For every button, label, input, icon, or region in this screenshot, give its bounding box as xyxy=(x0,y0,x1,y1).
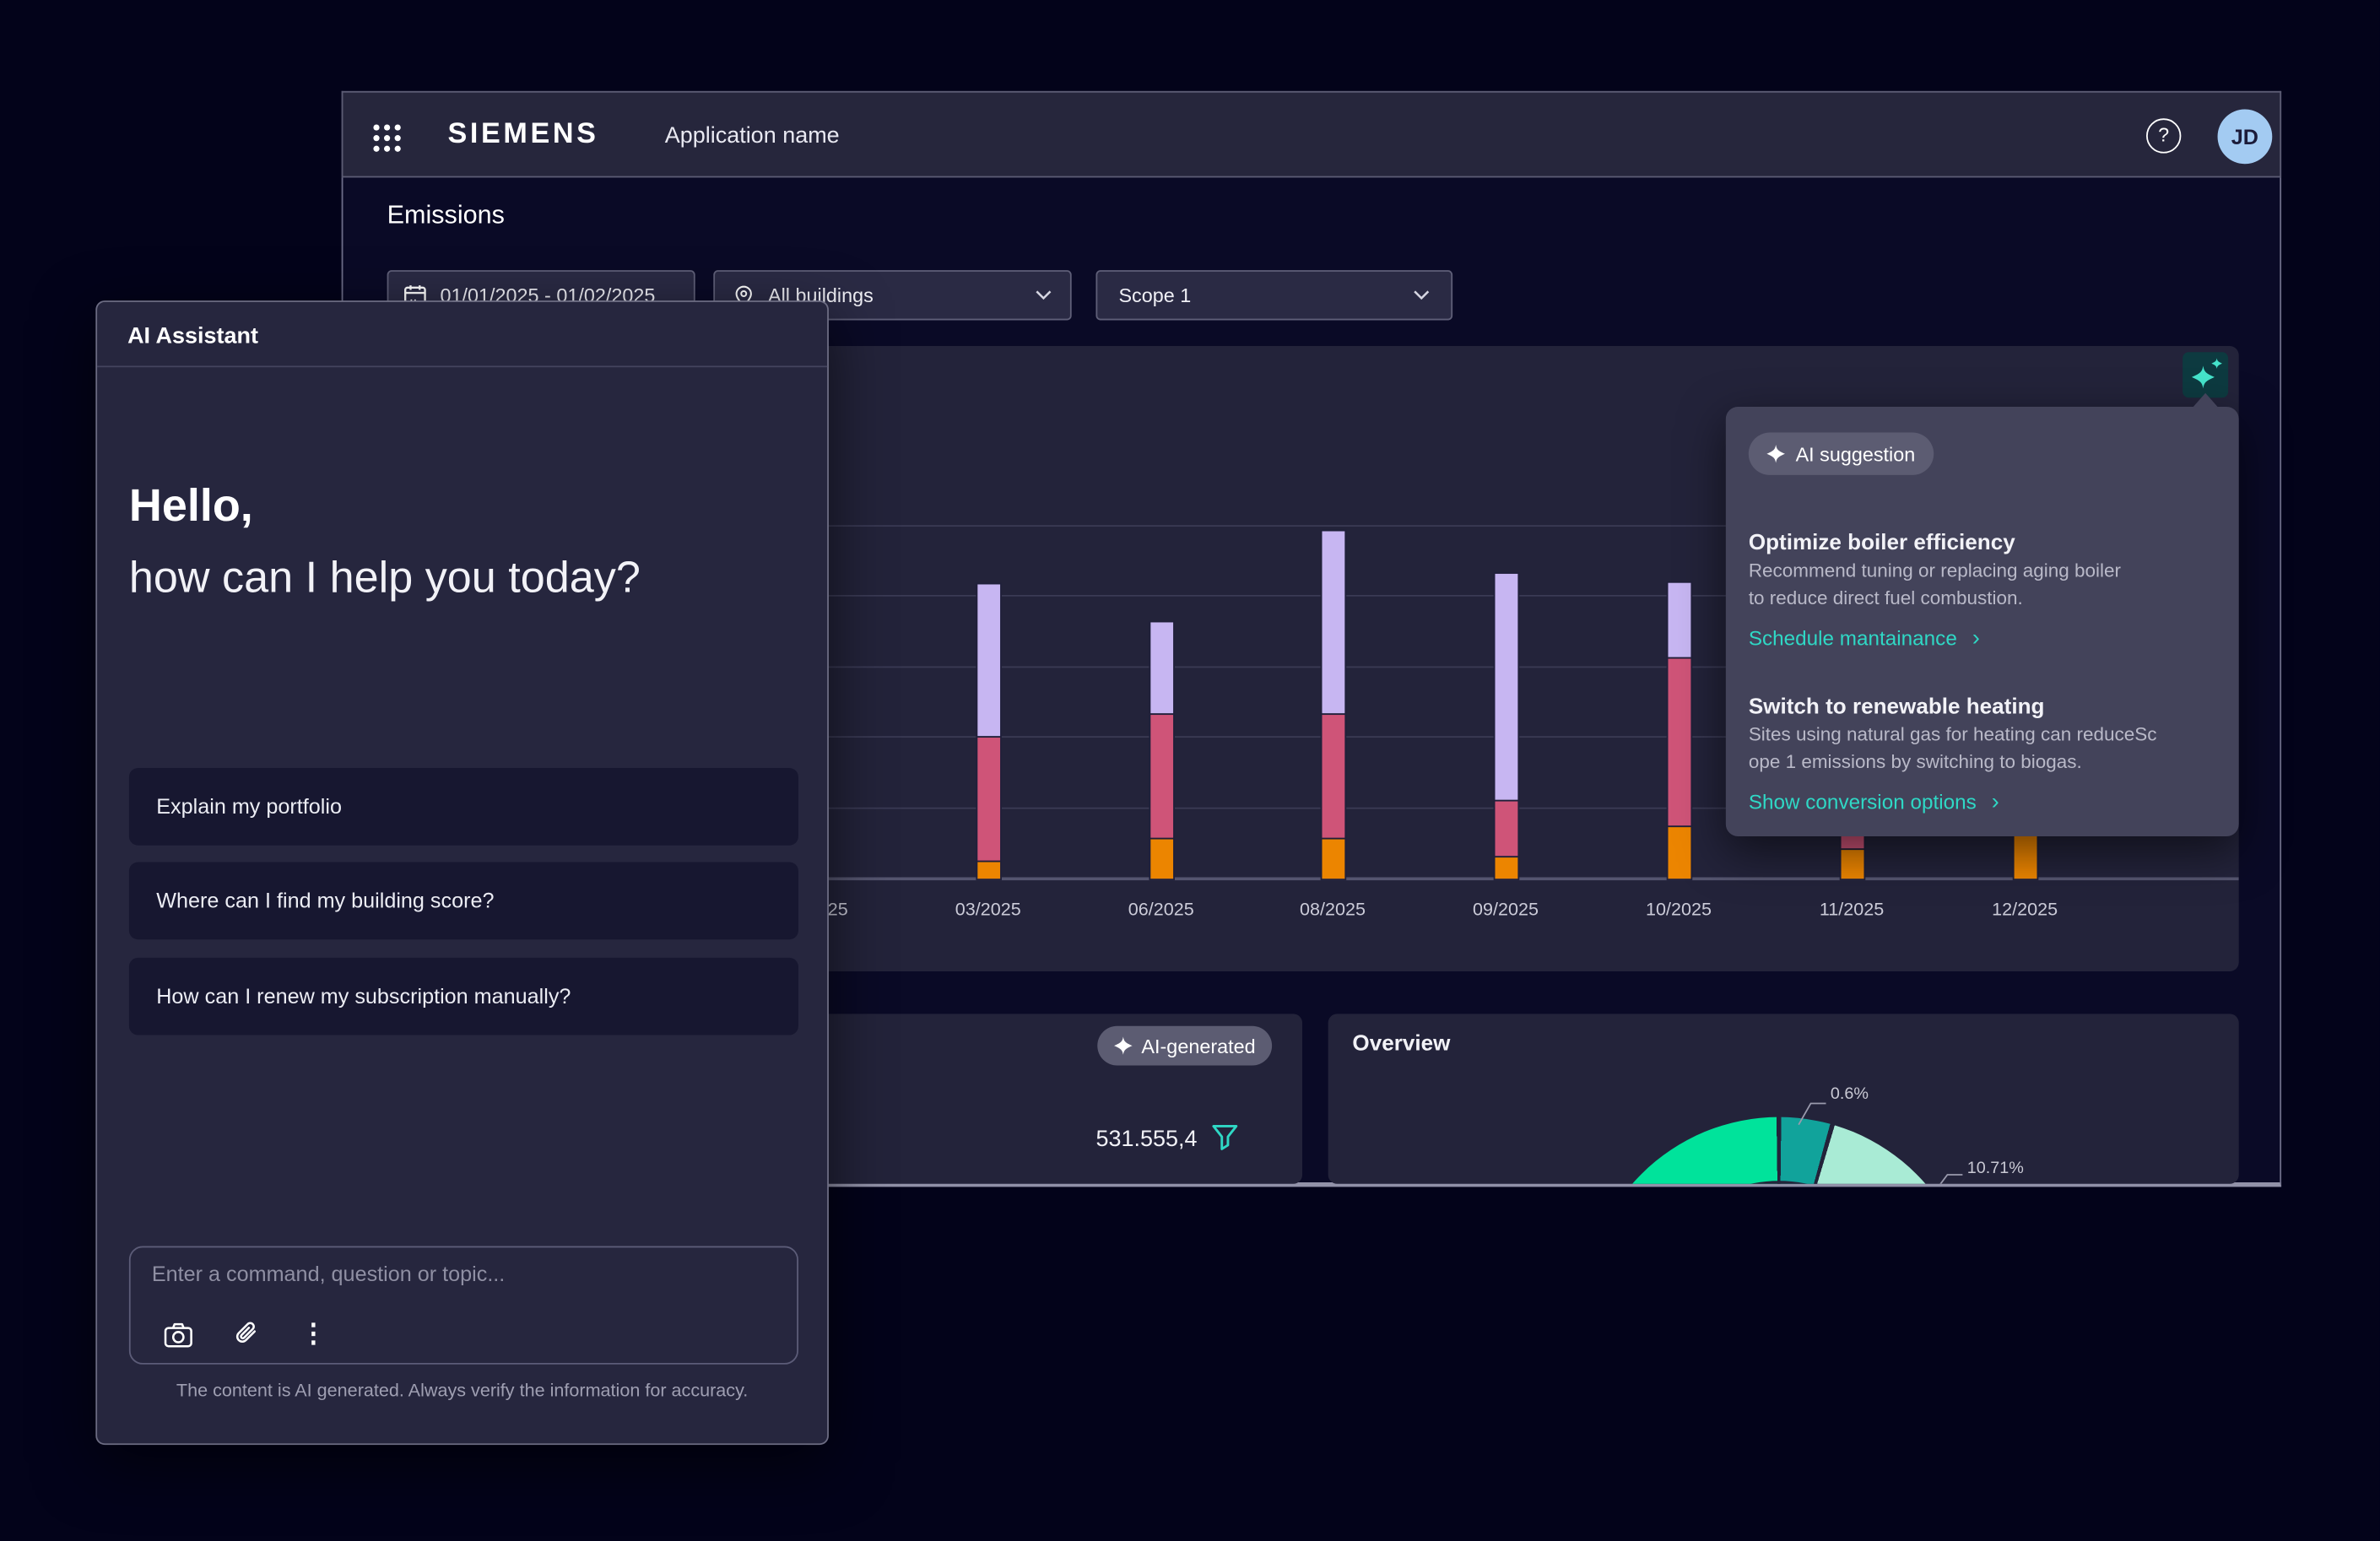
bar-segment-orange-10/2025 xyxy=(1668,825,1690,879)
x-axis-label: 11/2025 xyxy=(1806,899,1897,920)
filter-funnel-icon[interactable] xyxy=(1211,1123,1238,1150)
chevron-down-icon xyxy=(1036,290,1052,301)
bar-segment-pink-08/2025 xyxy=(1322,713,1344,837)
pie-label: 0.6% xyxy=(1831,1085,1869,1104)
suggestion-body-line: Recommend tuning or replacing aging boil… xyxy=(1749,560,2121,581)
x-axis-label: 03/2025 xyxy=(943,899,1034,920)
assistant-suggestion-button[interactable]: How can I renew my subscription manually… xyxy=(129,958,798,1035)
siemens-logo: SIEMENS xyxy=(448,118,599,152)
show-conversion-options-link[interactable]: Show conversion options› xyxy=(1749,789,1999,815)
bar-segment-pink-09/2025 xyxy=(1495,800,1517,857)
ai-suggestion-badge: AI suggestion xyxy=(1749,433,1934,475)
suggestion-title: Optimize boiler efficiency xyxy=(1749,531,2015,555)
bar-segment-pink-10/2025 xyxy=(1668,657,1690,826)
bar-segment-orange-12/2025 xyxy=(2015,833,2037,879)
ai-suggestion-badge-label: AI suggestion xyxy=(1796,442,1916,465)
chevron-down-icon xyxy=(1413,290,1430,301)
chevron-right-icon: › xyxy=(1972,625,1980,652)
app-launcher-waffle-icon[interactable] xyxy=(373,124,400,151)
greeting-line-2: how can I help you today? xyxy=(129,554,641,603)
app-header: SIEMENS Application name ? JD xyxy=(342,91,2281,178)
ai-generated-badge: AI-generated xyxy=(1097,1026,1272,1066)
scope-filter[interactable]: Scope 1 xyxy=(1095,270,1452,320)
camera-icon[interactable] xyxy=(164,1322,192,1348)
bar-segment-orange-06/2025 xyxy=(1150,838,1173,879)
assistant-suggestion-button[interactable]: Explain my portfolio xyxy=(129,768,798,846)
sparkle-icon xyxy=(1114,1036,1133,1055)
bar-segment-pink-03/2025 xyxy=(977,736,1000,860)
ai-disclaimer: The content is AI generated. Always veri… xyxy=(97,1380,827,1401)
application-name: Application name xyxy=(665,123,840,149)
sparkle-icon xyxy=(2192,365,2215,388)
bar-segment-pink-06/2025 xyxy=(1150,713,1173,837)
ai-suggestion-button[interactable] xyxy=(2183,352,2228,397)
assistant-suggestion-button[interactable]: Where can I find my building score? xyxy=(129,862,798,940)
bar-segment-lavender-10/2025 xyxy=(1668,583,1690,657)
x-axis-label: 09/2025 xyxy=(1460,899,1551,920)
ai-generated-badge-label: AI-generated xyxy=(1141,1035,1255,1057)
bar-segment-lavender-09/2025 xyxy=(1495,574,1517,800)
overview-card: Overview 0.6% 10.71% xyxy=(1328,1014,2239,1183)
x-axis-label: 10/2025 xyxy=(1633,899,1724,920)
sparkle-icon xyxy=(1766,445,1785,463)
kebab-menu-icon[interactable]: ⋮ xyxy=(300,1321,327,1348)
ai-suggestion-popup: AI suggestion Optimize boiler efficiency… xyxy=(1726,407,2239,836)
assistant-input[interactable] xyxy=(149,1260,771,1287)
bar-segment-lavender-03/2025 xyxy=(977,584,1000,736)
x-axis-label: 06/2025 xyxy=(1116,899,1207,920)
ai-assistant-panel: AI Assistant Hello, how can I help you t… xyxy=(95,300,829,1445)
pie-label: 10.71% xyxy=(1967,1160,2024,1178)
bar-segment-lavender-08/2025 xyxy=(1322,531,1344,713)
popup-caret xyxy=(2193,393,2218,407)
sparkle-icon-small xyxy=(2211,358,2222,369)
bar-segment-lavender-06/2025 xyxy=(1150,622,1173,713)
schedule-maintenance-link[interactable]: Schedule mantainance› xyxy=(1749,625,1980,652)
callout-lines xyxy=(1328,1014,2239,1183)
assistant-input-box: ⋮ xyxy=(129,1246,798,1365)
bar-segment-orange-08/2025 xyxy=(1322,838,1344,879)
suggestion-body-line: to reduce direct fuel combustion. xyxy=(1749,587,2023,608)
page-title: Emissions xyxy=(387,200,505,230)
greeting-line-1: Hello, xyxy=(129,481,253,533)
divider xyxy=(97,365,827,367)
x-axis-label: 12/2025 xyxy=(1979,899,2070,920)
bar-segment-orange-03/2025 xyxy=(977,861,1000,879)
bar-segment-orange-11/2025 xyxy=(1842,848,1864,879)
bar-segment-orange-09/2025 xyxy=(1495,856,1517,879)
help-icon[interactable]: ? xyxy=(2146,118,2181,153)
scope-value: Scope 1 xyxy=(1118,284,1191,306)
ai-assistant-title: AI Assistant xyxy=(127,323,258,349)
screen: SIEMENS Application name ? JD Emissions … xyxy=(0,0,2380,1540)
suggestion-body-line: Sites using natural gas for heating can … xyxy=(1749,724,2157,745)
kpi-value: 531.555,4 xyxy=(1095,1126,1197,1152)
suggestion-title: Switch to renewable heating xyxy=(1749,695,2045,720)
chevron-right-icon: › xyxy=(1992,789,1999,815)
x-axis-label: 08/2025 xyxy=(1287,899,1378,920)
suggestion-body-line: ope 1 emissions by switching to biogas. xyxy=(1749,751,2082,772)
avatar[interactable]: JD xyxy=(2218,109,2273,164)
paperclip-icon[interactable] xyxy=(234,1321,260,1348)
